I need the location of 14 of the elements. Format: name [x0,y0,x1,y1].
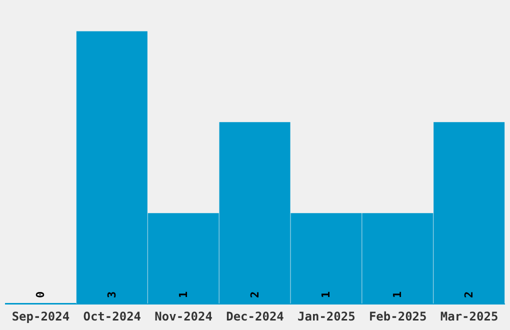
data-label: 1 [320,291,333,298]
data-label: 2 [248,291,262,298]
x-tick-label: Mar-2025 [440,310,498,324]
data-label: 1 [176,291,190,298]
x-tick-label: Dec-2024 [226,310,284,324]
x-tick-label: Sep-2024 [12,310,70,324]
data-label: 3 [105,291,118,298]
x-tick-label: Jan-2025 [298,310,356,324]
x-tick-label: Feb-2025 [368,310,427,324]
x-tick-label: Oct-2024 [83,310,142,324]
x-tick-label: Nov-2024 [154,310,212,324]
data-label: 2 [462,291,476,298]
data-label: 1 [391,291,404,298]
data-label: 0 [34,291,47,298]
